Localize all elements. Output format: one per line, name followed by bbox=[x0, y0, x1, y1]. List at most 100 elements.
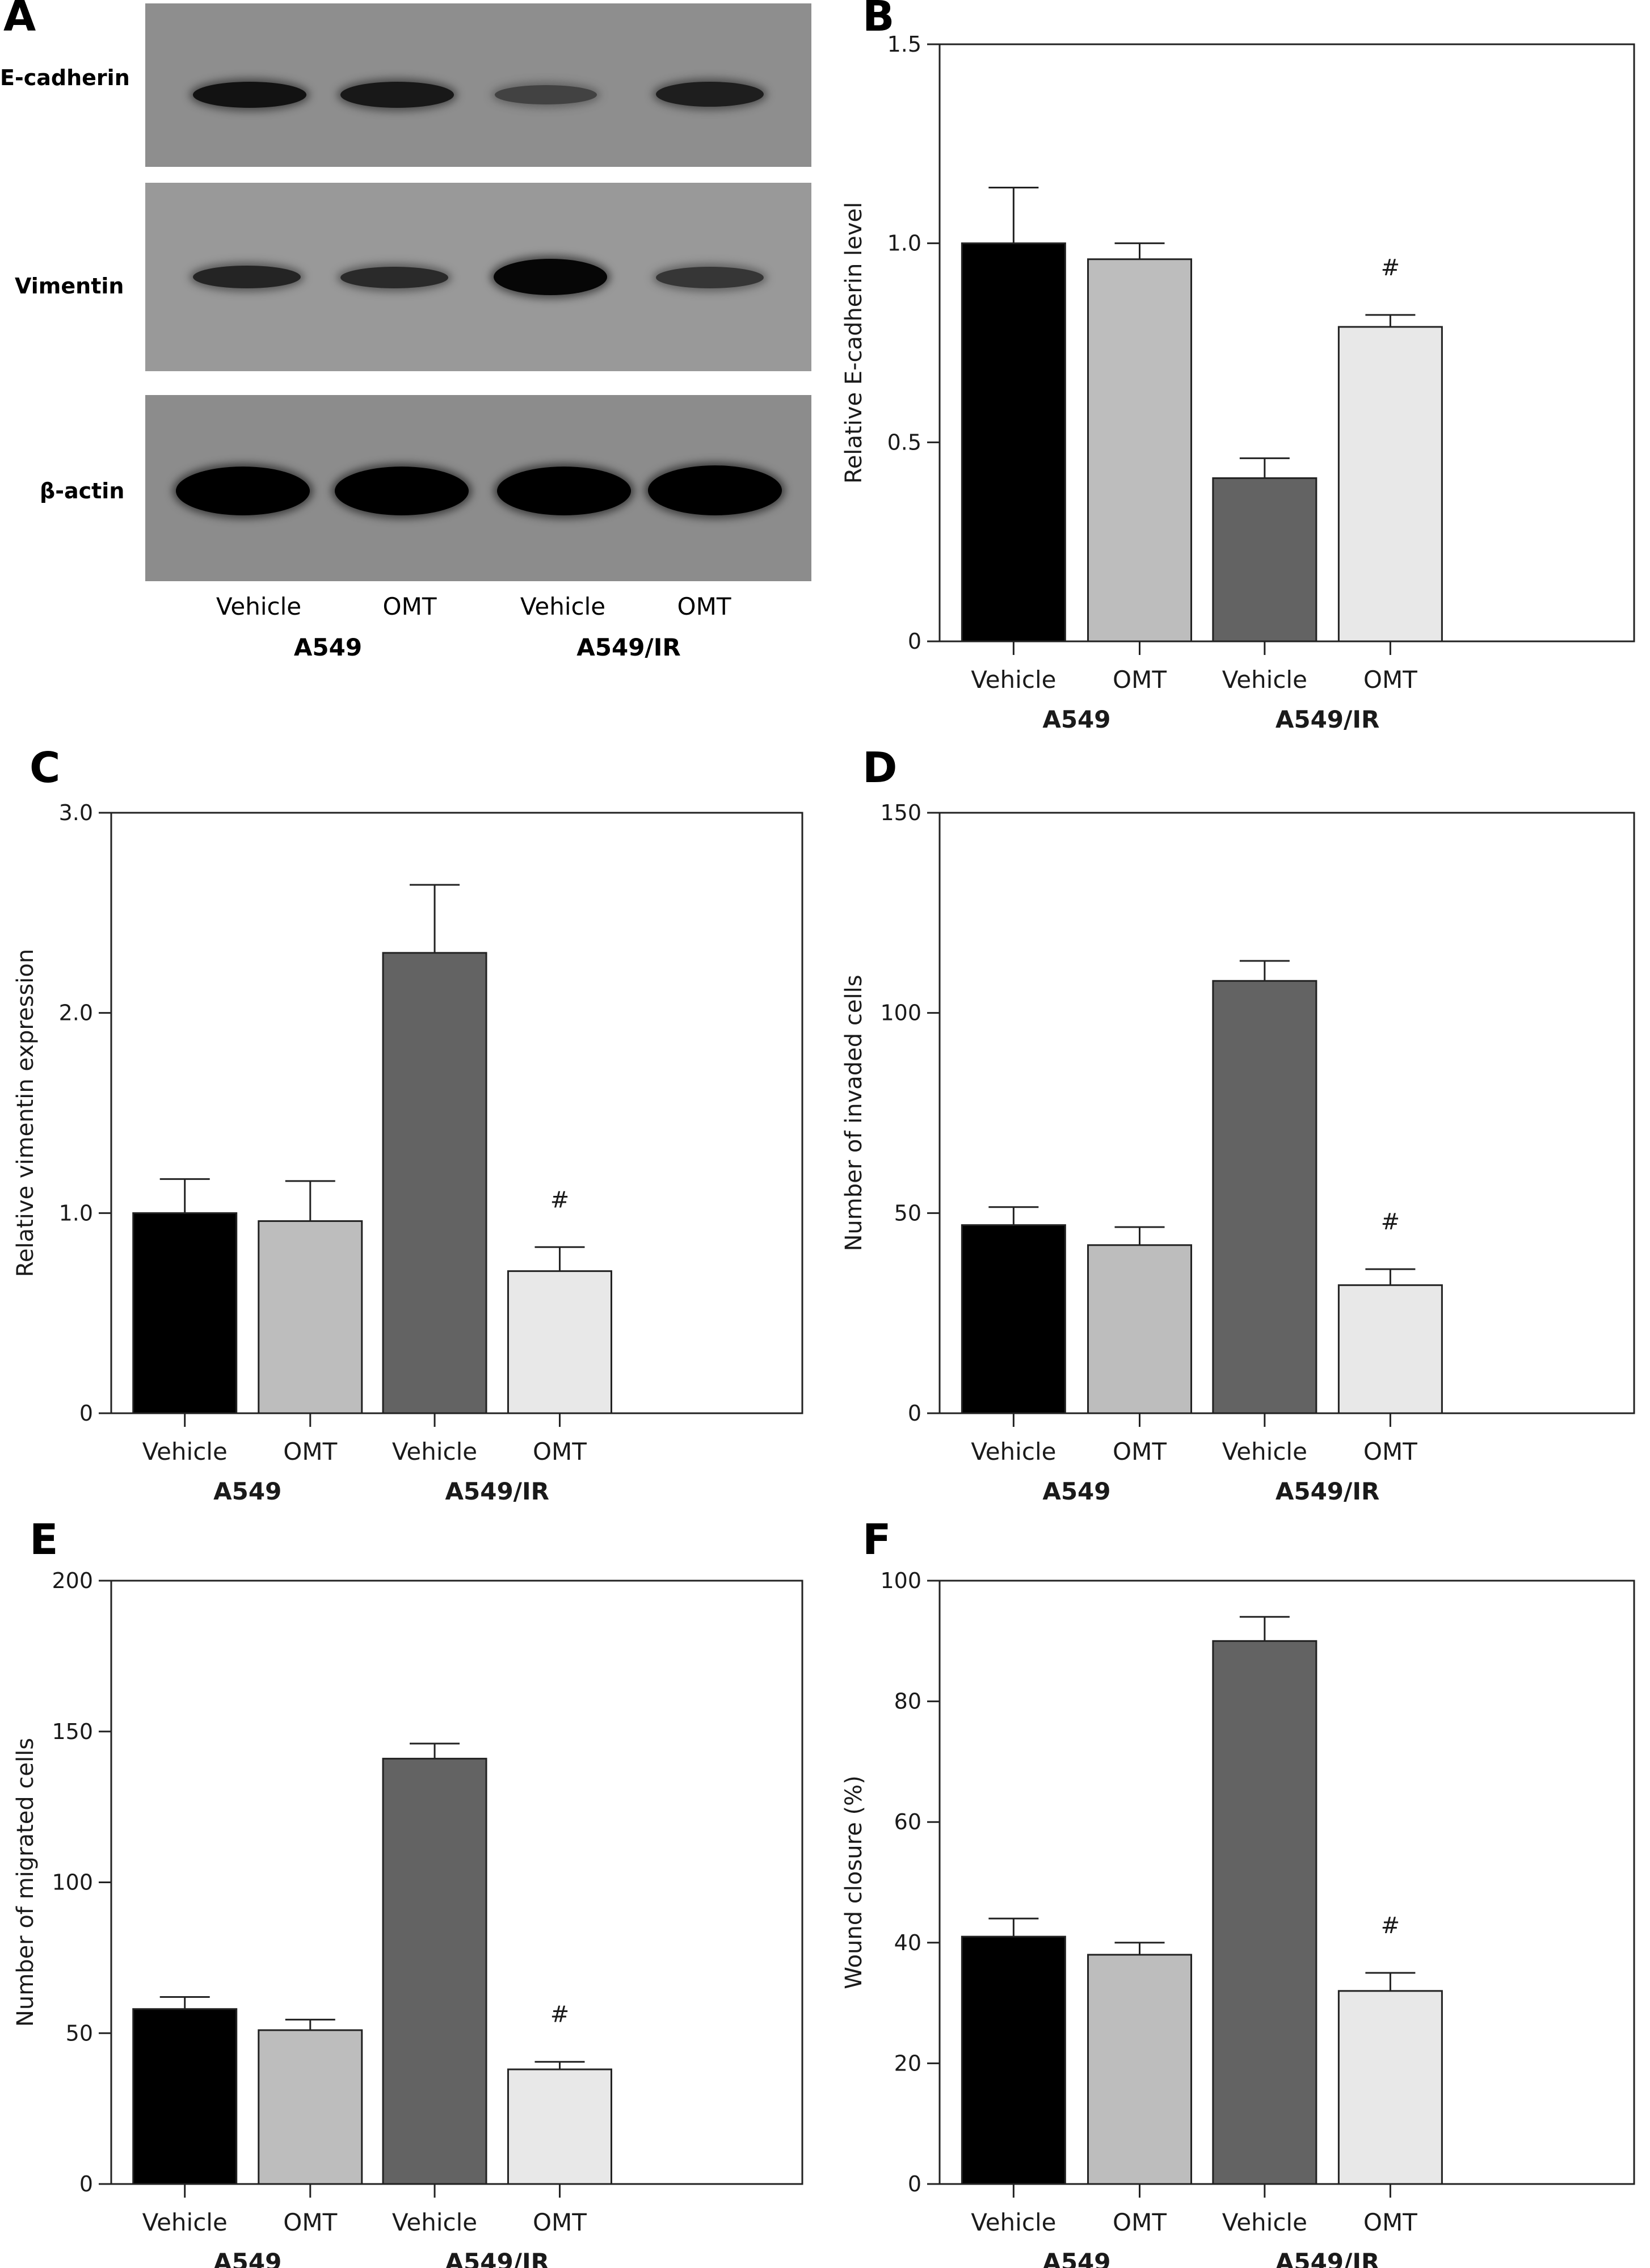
y-tick-label: 1.0 bbox=[887, 231, 921, 256]
panel-letter-a: A bbox=[3, 0, 36, 41]
x-tick-label: Vehicle bbox=[392, 1438, 477, 1465]
blot-band bbox=[656, 82, 764, 107]
blot-lane-label: Vehicle bbox=[520, 593, 606, 620]
y-tick-label: 1.5 bbox=[887, 32, 921, 57]
x-tick-label: Vehicle bbox=[142, 2208, 228, 2236]
bar bbox=[1087, 258, 1193, 642]
group-label: A549/IR bbox=[1276, 705, 1379, 733]
y-tick-label: 3.0 bbox=[59, 800, 93, 825]
y-axis-label: Relative vimentin expression bbox=[12, 949, 39, 1277]
blot-band bbox=[495, 85, 597, 104]
bar bbox=[132, 1212, 238, 1414]
y-tick-label: 0 bbox=[79, 2172, 93, 2196]
group-label: A549/IR bbox=[445, 2248, 549, 2268]
y-tick-label: 0 bbox=[908, 2172, 921, 2196]
blot-band bbox=[340, 82, 454, 108]
blot-strip-vimentin bbox=[145, 183, 811, 371]
x-tick-label: OMT bbox=[1363, 666, 1417, 694]
blot-band bbox=[494, 259, 607, 295]
x-tick-label: OMT bbox=[533, 2208, 587, 2236]
significance-marker: # bbox=[1381, 255, 1400, 281]
y-tick-label: 100 bbox=[52, 1870, 93, 1895]
y-tick-label: 40 bbox=[894, 1930, 921, 1955]
blot-lane-label: OMT bbox=[677, 593, 731, 620]
significance-marker: # bbox=[1381, 1913, 1400, 1939]
x-tick-label: OMT bbox=[1363, 1438, 1417, 1465]
bar bbox=[1337, 1990, 1443, 2185]
group-label: A549 bbox=[1042, 705, 1110, 733]
significance-marker: # bbox=[550, 1187, 570, 1213]
y-tick-label: 50 bbox=[66, 2021, 93, 2046]
y-tick-label: 0.5 bbox=[887, 430, 921, 455]
blot-band bbox=[656, 267, 764, 288]
y-tick-label: 150 bbox=[880, 800, 921, 825]
bar bbox=[1212, 980, 1318, 1414]
group-label: A549 bbox=[213, 1477, 281, 1505]
y-axis-label: Number of invaded cells bbox=[841, 975, 867, 1251]
group-label: A549/IR bbox=[445, 1477, 549, 1505]
blot-band bbox=[340, 267, 448, 288]
bar bbox=[1087, 1244, 1193, 1414]
blot-lane-label: Vehicle bbox=[216, 593, 302, 620]
y-tick-label: 1.0 bbox=[59, 1200, 93, 1225]
blot-row-label-beta-actin: β-actin bbox=[40, 478, 125, 503]
group-label: A549 bbox=[1042, 1477, 1110, 1505]
x-tick-label: OMT bbox=[1113, 666, 1167, 694]
bar bbox=[382, 1758, 487, 2185]
bar bbox=[1087, 1954, 1193, 2185]
x-tick-label: OMT bbox=[1113, 1438, 1167, 1465]
bar bbox=[258, 2029, 363, 2185]
bar bbox=[132, 2008, 238, 2185]
bar bbox=[961, 1224, 1066, 1414]
group-label: A549/IR bbox=[1276, 1477, 1379, 1505]
x-tick-label: OMT bbox=[1363, 2208, 1417, 2236]
significance-marker: # bbox=[1381, 1209, 1400, 1235]
x-tick-label: Vehicle bbox=[142, 1438, 228, 1465]
y-axis-label: Wound closure (%) bbox=[841, 1775, 867, 1989]
bar bbox=[507, 1270, 612, 1414]
y-tick-label: 0 bbox=[908, 629, 921, 654]
blot-band bbox=[335, 467, 469, 515]
y-tick-label: 150 bbox=[52, 1719, 93, 1744]
panel-letter-d: D bbox=[862, 744, 898, 792]
blot-group-label: A549 bbox=[293, 633, 363, 661]
y-tick-label: 20 bbox=[894, 2051, 921, 2076]
group-label: A549 bbox=[1042, 2248, 1110, 2268]
blot-band bbox=[193, 82, 306, 108]
blot-strip-ecadherin bbox=[145, 3, 811, 167]
group-label: A549 bbox=[213, 2248, 281, 2268]
panel-letter-b: B bbox=[862, 0, 895, 41]
significance-marker: # bbox=[550, 2002, 570, 2028]
y-tick-label: 2.0 bbox=[59, 1001, 93, 1026]
blot-strip-beta-actin bbox=[145, 395, 811, 581]
x-tick-label: Vehicle bbox=[1222, 2208, 1307, 2236]
x-tick-label: OMT bbox=[1113, 2208, 1167, 2236]
x-tick-label: Vehicle bbox=[971, 666, 1056, 694]
panel-letter-c: C bbox=[30, 744, 61, 792]
blot-row-label-ecadherin: E-cadherin bbox=[0, 65, 130, 90]
blot-row-label-vimentin: Vimentin bbox=[15, 274, 124, 299]
y-axis-label: Relative E-cadherin level bbox=[841, 202, 867, 484]
y-tick-label: 50 bbox=[894, 1200, 921, 1225]
bar bbox=[1212, 477, 1318, 642]
y-tick-label: 80 bbox=[894, 1689, 921, 1714]
bar bbox=[1212, 1640, 1318, 2185]
x-tick-label: Vehicle bbox=[392, 2208, 477, 2236]
blot-group-label: A549/IR bbox=[576, 633, 681, 661]
x-tick-label: Vehicle bbox=[1222, 666, 1307, 694]
blot-band bbox=[648, 465, 782, 515]
blot-lane-label: OMT bbox=[382, 593, 437, 620]
y-tick-label: 60 bbox=[894, 1809, 921, 1834]
panel-letter-f: F bbox=[862, 1515, 891, 1564]
y-tick-label: 100 bbox=[880, 1568, 921, 1593]
bar bbox=[961, 1935, 1066, 2185]
x-tick-label: OMT bbox=[283, 1438, 337, 1465]
x-tick-label: Vehicle bbox=[971, 2208, 1056, 2236]
blot-band bbox=[176, 467, 310, 515]
y-tick-label: 100 bbox=[880, 1001, 921, 1026]
y-tick-label: 200 bbox=[52, 1568, 93, 1593]
blot-band bbox=[193, 266, 301, 288]
bar bbox=[961, 242, 1066, 642]
